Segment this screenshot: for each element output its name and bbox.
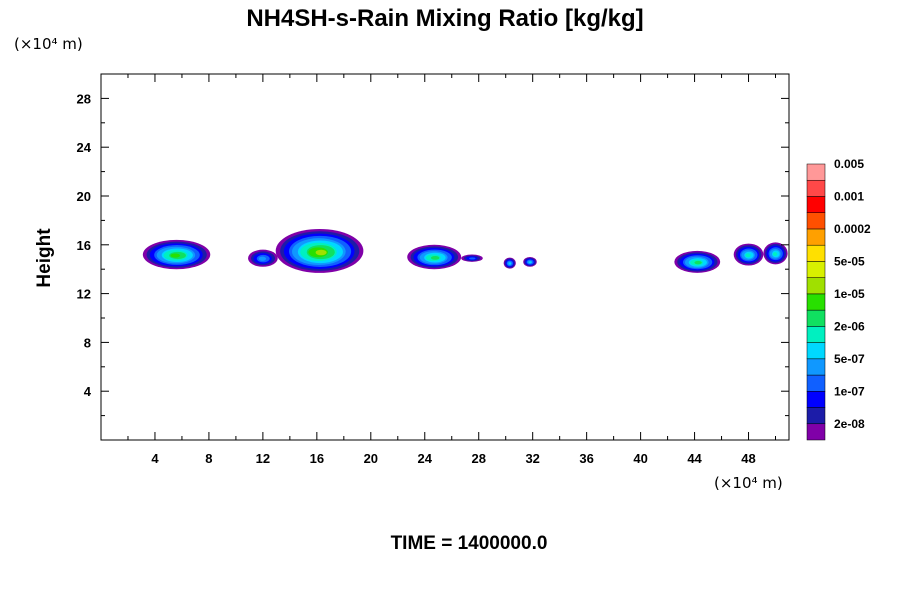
cloud-7: [674, 250, 721, 273]
x-tick-label-0: 4: [151, 451, 159, 466]
cloud-0: [142, 239, 211, 270]
cloud-3: [407, 244, 462, 270]
contour-level-8: [170, 253, 181, 258]
contour-field: [142, 228, 788, 273]
colorbar-label-0: 2e-08: [834, 417, 865, 431]
colorbar-swatch-13: [806, 212, 826, 230]
colorbar-swatch-3: [806, 374, 826, 392]
colorbar-swatch-16: [806, 163, 826, 181]
colorbar-label-3: 2e-06: [834, 319, 865, 333]
colorbar-swatch-7: [806, 309, 826, 327]
time-label: TIME = 1400000.0: [391, 533, 548, 554]
cloud-4: [461, 254, 483, 262]
x-tick-label-7: 32: [525, 451, 539, 466]
contour-level-6: [745, 253, 751, 258]
colorbar-swatch-8: [806, 293, 826, 311]
plot-area: [100, 73, 790, 441]
colorbar-swatch-9: [806, 277, 826, 295]
x-tick-label-2: 12: [256, 451, 270, 466]
x-unit-label: (×10⁴ m): [714, 474, 783, 492]
cloud-2: [275, 228, 364, 273]
colorbar-swatch-12: [806, 228, 826, 246]
colorbar-label-1: 1e-07: [834, 384, 865, 398]
colorbar-swatch-15: [806, 179, 826, 197]
y-tick-label-1: 8: [84, 335, 91, 350]
x-tick-label-8: 36: [579, 451, 593, 466]
y-tick-label-3: 16: [77, 238, 91, 253]
x-tick-label-1: 8: [205, 451, 212, 466]
colorbar-swatch-14: [806, 196, 826, 213]
x-tick-label-3: 16: [310, 451, 324, 466]
cloud-9: [763, 242, 788, 265]
colorbar-swatch-6: [806, 326, 826, 343]
y-tick-label-6: 28: [77, 91, 91, 106]
cloud-5: [503, 257, 516, 269]
contour-level-9: [315, 249, 327, 256]
x-tick-label-4: 20: [364, 451, 378, 466]
y-tick-label-5: 24: [77, 140, 92, 155]
colorbar-swatch-10: [806, 261, 826, 278]
colorbar-label-6: 0.0002: [834, 222, 871, 236]
cloud-1: [248, 249, 278, 267]
x-tick-label-9: 40: [633, 451, 647, 466]
y-tick-label-2: 12: [77, 287, 91, 302]
x-tick-label-5: 24: [418, 451, 433, 466]
colorbar: 2e-08 1e-07 5e-07 2e-06 1e-05 5e-05 0.0002 0.00…: [806, 157, 871, 441]
y-axis-label: Height: [34, 228, 55, 288]
colorbar-label-5: 5e-05: [834, 254, 865, 268]
contour-level-7: [694, 260, 702, 265]
colorbar-swatch-2: [806, 391, 826, 408]
colorbar-swatch-11: [806, 244, 826, 262]
colorbar-label-7: 0.001: [834, 189, 864, 203]
contour-level-5: [528, 261, 532, 264]
colorbar-swatch-4: [806, 358, 826, 376]
contour-level-5: [508, 262, 512, 265]
contour-level-4: [258, 256, 267, 261]
cloud-8: [733, 243, 764, 266]
colorbar-swatch-0: [806, 423, 826, 441]
x-tick-label-11: 48: [741, 451, 755, 466]
colorbar-swatch-5: [806, 342, 826, 360]
x-tick-label-6: 28: [471, 451, 485, 466]
contour-level-7: [430, 255, 440, 260]
x-tick-label-10: 44: [687, 451, 702, 466]
colorbar-label-2: 5e-07: [834, 352, 865, 366]
cloud-6: [523, 257, 537, 267]
contour-level-3: [469, 257, 476, 260]
contour-level-6: [772, 252, 778, 257]
plot-frame: [100, 73, 790, 441]
y-tick-label-4: 20: [77, 189, 91, 204]
colorbar-label-4: 1e-05: [834, 287, 865, 301]
y-tick-label-0: 4: [84, 384, 92, 399]
colorbar-label-8: 0.005: [834, 157, 864, 171]
chart-title: NH4SH-s-Rain Mixing Ratio [kg/kg]: [246, 5, 643, 32]
colorbar-swatch-1: [806, 407, 826, 425]
y-unit-label: (×10⁴ m): [14, 35, 83, 53]
